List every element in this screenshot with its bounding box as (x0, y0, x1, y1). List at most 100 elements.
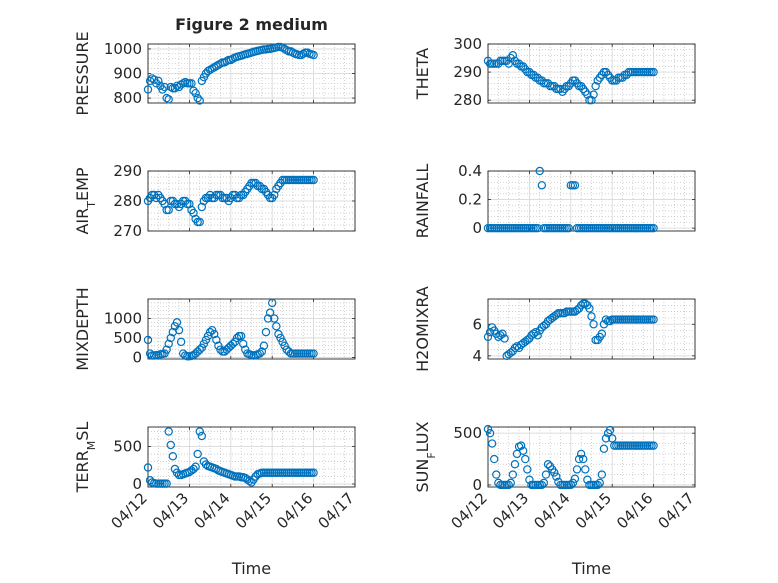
data-point (574, 454, 584, 464)
data-point (164, 205, 173, 215)
data-point (270, 190, 279, 200)
data-point (191, 88, 200, 98)
data-point (176, 80, 186, 89)
data-point (543, 460, 553, 469)
x-tick-label: 04/16 (613, 489, 656, 532)
data-point (309, 349, 318, 358)
y-axis-label: RAINFALL (413, 164, 432, 239)
data-point (236, 331, 246, 341)
data-point (145, 349, 155, 358)
data-point (143, 463, 153, 472)
data-point (568, 478, 578, 488)
data-point (537, 181, 547, 190)
subplot-8: 0 500 SUNFLUX 04/1204/1304/1404/1504/1604/1… (413, 421, 698, 578)
x-tick-label: 04/14 (190, 489, 233, 532)
data-point (205, 327, 215, 337)
data-point (581, 465, 590, 474)
data-point (593, 480, 602, 490)
data-point (500, 334, 509, 343)
data-point (212, 61, 221, 71)
data-point (541, 470, 551, 479)
data-point (268, 298, 277, 308)
data-point (195, 96, 204, 105)
y-tick-label: 500 (453, 424, 482, 442)
y-axis-label: THETA (413, 48, 432, 100)
data-point (566, 480, 576, 490)
data-point (265, 308, 275, 317)
data-point (492, 470, 501, 479)
data-point (552, 472, 561, 481)
data-point (158, 85, 167, 94)
axes-box (147, 426, 356, 488)
data-point (649, 315, 658, 324)
x-tick-label: 04/12 (448, 489, 491, 532)
y-tick-label: 280 (113, 192, 142, 210)
data-point (255, 349, 264, 358)
data-point (166, 82, 175, 92)
data-point (649, 67, 658, 77)
data-point (552, 310, 561, 319)
y-tick-label: 290 (113, 162, 142, 180)
data-point (270, 314, 279, 323)
data-point (197, 202, 207, 212)
data-point (579, 454, 588, 464)
data-point (166, 440, 175, 450)
data-point (605, 425, 615, 435)
data-point (154, 76, 163, 86)
axes-box (487, 426, 696, 488)
y-axis-label: SUNFLUX (413, 421, 438, 492)
y-tick-label: 500 (113, 438, 142, 456)
x-tick-label: 04/15 (232, 489, 275, 532)
data-point (485, 327, 495, 337)
y-tick-label: 0 (472, 219, 482, 237)
x-tick-label: 04/15 (572, 489, 615, 532)
data-point (143, 335, 153, 345)
y-tick-label: 800 (113, 89, 142, 107)
data-point (212, 335, 221, 345)
subplot-6: 4 6 H2OMIXRA (413, 286, 696, 372)
data-point (537, 480, 547, 490)
data-point (570, 474, 580, 483)
data-point (483, 424, 493, 434)
data-point (162, 345, 171, 354)
y-tick-label: 4 (472, 347, 482, 365)
data-point (587, 95, 596, 105)
data-point (152, 79, 161, 88)
data-point (490, 454, 499, 464)
data-point (166, 333, 175, 343)
data-point (189, 86, 198, 95)
subplot-4: 0 0.2 0.4 RAINFALL (413, 162, 696, 239)
data-point (172, 318, 182, 327)
y-tick-label: 500 (113, 329, 142, 347)
data-point (504, 480, 513, 490)
data-point (576, 301, 586, 310)
data-point (197, 431, 207, 441)
data-point (172, 468, 182, 477)
data-point (195, 217, 204, 227)
data-point (506, 478, 515, 488)
data-point (164, 339, 173, 349)
data-point (309, 175, 318, 185)
y-axis-label: MIXDEPTH (73, 287, 92, 370)
data-point (160, 82, 169, 92)
data-point (191, 462, 200, 471)
data-point (193, 449, 202, 459)
data-point (263, 314, 273, 323)
x-tick-label: 04/14 (530, 489, 573, 532)
subplot-2: 280 290 300 THETA (413, 35, 696, 109)
data-point (601, 315, 611, 324)
y-tick-label: 0 (472, 476, 482, 494)
data-point (585, 304, 594, 313)
data-point (181, 77, 190, 87)
data-point (483, 332, 493, 342)
data-point (164, 427, 173, 436)
subplot-3: 270 280 290 AIRTEMP (73, 162, 356, 240)
data-point (485, 429, 495, 438)
data-point (176, 337, 186, 347)
data-point (228, 339, 238, 349)
data-point (178, 79, 188, 88)
data-point (597, 470, 607, 479)
y-axis-label: H2OMIXRA (413, 286, 432, 372)
data-point (309, 50, 318, 60)
